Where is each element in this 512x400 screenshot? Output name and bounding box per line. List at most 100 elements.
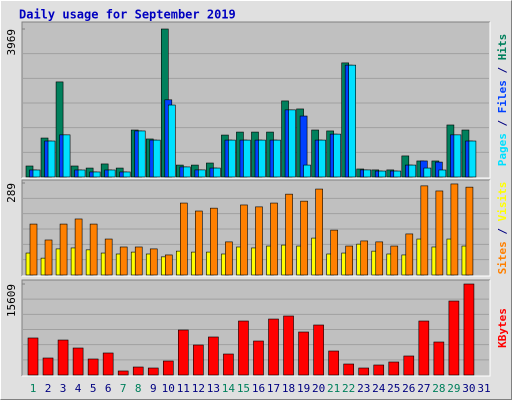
bar xyxy=(363,169,372,178)
bar xyxy=(373,364,385,376)
x-tick-label: 26 xyxy=(402,382,415,395)
bar xyxy=(210,207,218,276)
bar xyxy=(180,202,188,276)
bar xyxy=(213,167,221,178)
legend-separator: / xyxy=(496,221,509,241)
legend-entry: Pages xyxy=(496,133,509,166)
x-tick-label: 15 xyxy=(237,382,250,395)
x-tick-label: 23 xyxy=(357,382,370,395)
bar xyxy=(62,134,71,178)
bar xyxy=(238,320,249,376)
panel-bevel xyxy=(21,279,490,376)
bar xyxy=(178,329,189,376)
bar xyxy=(268,318,279,376)
x-tick-label: 11 xyxy=(177,382,190,395)
bar xyxy=(162,360,174,376)
bar xyxy=(360,240,369,276)
bar xyxy=(463,283,475,376)
x-tick-label: 27 xyxy=(417,382,430,395)
bar xyxy=(87,358,99,376)
bar xyxy=(32,169,41,178)
panel-bevel xyxy=(21,179,490,276)
x-tick-label: 6 xyxy=(105,382,112,395)
x-tick-label: 13 xyxy=(207,382,220,395)
legend-entry: Files xyxy=(496,80,509,113)
bar xyxy=(57,339,69,376)
x-tick-label: 29 xyxy=(447,382,460,395)
y-tick-label: 15609 xyxy=(5,284,18,317)
x-tick-label: 14 xyxy=(222,382,236,395)
x-tick-label: 9 xyxy=(150,382,157,395)
bar xyxy=(418,320,430,376)
y-tick-label: 3969 xyxy=(5,29,18,56)
x-tick-label: 20 xyxy=(312,382,325,395)
bar xyxy=(348,64,356,178)
bar xyxy=(253,340,264,376)
x-tick-label: 28 xyxy=(432,382,445,395)
bar xyxy=(92,171,101,178)
bar xyxy=(193,344,204,376)
bar xyxy=(358,367,370,376)
bar xyxy=(448,300,460,376)
bar xyxy=(72,347,84,376)
bar xyxy=(183,166,191,178)
bar xyxy=(119,246,128,276)
bar xyxy=(333,133,341,178)
panel-bevel xyxy=(22,180,491,277)
bar xyxy=(47,140,56,178)
bar xyxy=(303,164,311,178)
bar xyxy=(283,315,294,376)
bar xyxy=(77,169,86,178)
bar xyxy=(343,363,354,376)
bar xyxy=(195,210,203,276)
legend-separator: / xyxy=(496,60,509,80)
bar xyxy=(315,188,323,276)
bar xyxy=(435,190,444,276)
bar xyxy=(104,238,113,276)
bar xyxy=(378,170,387,178)
bar xyxy=(420,185,429,276)
bar xyxy=(29,223,38,276)
bar xyxy=(42,357,54,376)
x-tick-label: 12 xyxy=(192,382,205,395)
x-tick-label: 19 xyxy=(297,382,310,395)
x-tick-label: 22 xyxy=(342,382,355,395)
legend-entry: Hits xyxy=(496,34,509,61)
bar xyxy=(228,139,236,178)
bar xyxy=(298,331,309,376)
panel-bevel xyxy=(22,22,491,179)
bar xyxy=(117,370,129,376)
bar xyxy=(408,164,417,178)
bar xyxy=(390,245,399,276)
x-tick-label: 18 xyxy=(282,382,295,395)
bar xyxy=(134,246,143,276)
x-tick-label: 10 xyxy=(162,382,175,395)
bar xyxy=(405,233,414,276)
bar xyxy=(465,186,474,276)
legend-entry: KBytes xyxy=(496,308,509,348)
bar xyxy=(318,139,326,178)
bar xyxy=(288,109,296,178)
bar xyxy=(27,337,39,376)
bar xyxy=(300,200,308,276)
x-tick-label: 16 xyxy=(252,382,265,395)
x-tick-label: 3 xyxy=(60,382,67,395)
x-tick-label: 21 xyxy=(327,382,340,395)
x-tick-label: 4 xyxy=(75,382,82,395)
x-tick-label: 8 xyxy=(135,382,142,395)
chart-title: Daily usage for September 2019 xyxy=(19,8,236,22)
bar xyxy=(102,352,114,376)
bar xyxy=(152,139,161,178)
legend-entry: Visits xyxy=(496,182,509,222)
x-tick-label: 30 xyxy=(462,382,475,395)
bar xyxy=(74,218,83,276)
bar xyxy=(423,167,432,178)
bar xyxy=(243,139,251,178)
bar xyxy=(59,223,68,276)
x-tick-label: 2 xyxy=(45,382,52,395)
bar xyxy=(393,170,402,178)
bar xyxy=(258,139,266,178)
